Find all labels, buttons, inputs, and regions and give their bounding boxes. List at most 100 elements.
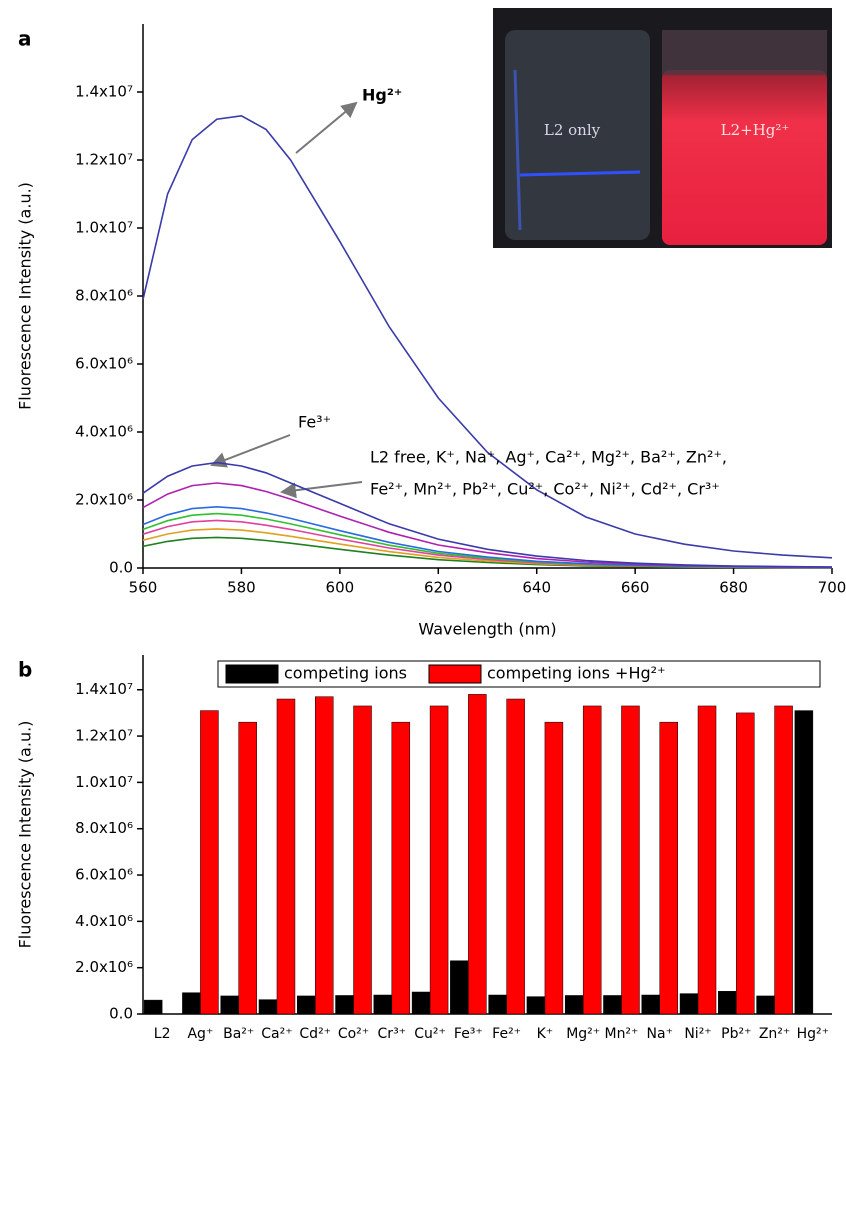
- x-tick-label: 640: [522, 579, 551, 597]
- bar: [429, 705, 449, 1015]
- x-tick-label: Ni²⁺: [684, 1026, 711, 1042]
- bar: [411, 991, 431, 1015]
- bar: [335, 995, 354, 1015]
- x-tick-label: K⁺: [537, 1026, 554, 1042]
- y-tick-label: 8.0x10⁶: [75, 819, 133, 837]
- annotation-arrow: [295, 101, 358, 154]
- x-axis-title: Wavelength (nm): [418, 620, 556, 639]
- x-tick-label: 560: [129, 579, 158, 597]
- y-tick-label: 1.4x10⁷: [75, 83, 133, 101]
- bar: [641, 994, 661, 1015]
- x-tick-label: Mg²⁺: [566, 1026, 600, 1042]
- y-tick-label: 1.2x10⁷: [75, 727, 133, 745]
- bar: [143, 999, 163, 1015]
- bar: [526, 996, 546, 1015]
- bar: [679, 993, 699, 1015]
- bar: [659, 721, 678, 1015]
- annotation: L2 free, K⁺, Na⁺, Ag⁺, Ca²⁺, Mg²⁺, Ba²⁺,…: [370, 448, 727, 467]
- x-tick-label: Cu²⁺: [414, 1026, 446, 1042]
- annotation: Hg²⁺: [362, 86, 402, 105]
- y-tick-label: 1.0x10⁷: [75, 219, 133, 237]
- bar: [564, 995, 584, 1015]
- y-tick-label: 4.0x10⁶: [75, 423, 133, 441]
- bar: [468, 694, 487, 1015]
- legend-swatch: [225, 664, 279, 684]
- bar: [756, 995, 775, 1015]
- bar: [697, 705, 717, 1015]
- y-tick-label: 6.0x10⁶: [75, 866, 133, 884]
- line-series: [142, 114, 833, 559]
- y-tick-label: 2.0x10⁶: [75, 491, 133, 509]
- panel-label: b: [18, 658, 32, 682]
- x-tick-label: L2: [154, 1026, 171, 1042]
- inset-label: L2+Hg²⁺: [721, 121, 790, 139]
- x-tick-label: 600: [326, 579, 355, 597]
- bar: [621, 705, 640, 1015]
- x-tick-label: Hg²⁺: [797, 1026, 829, 1042]
- legend-label: competing ions: [284, 664, 407, 683]
- bar: [276, 698, 296, 1015]
- bar: [718, 991, 737, 1015]
- y-tick-label: 1.2x10⁷: [75, 151, 133, 169]
- y-tick-label: 4.0x10⁶: [75, 912, 133, 930]
- line-series: [142, 461, 833, 568]
- bar: [353, 705, 372, 1015]
- x-tick-label: Zn²⁺: [759, 1026, 790, 1042]
- annotation-arrow: [210, 434, 291, 468]
- inset-photo: [493, 8, 832, 248]
- legend-label: competing ions +Hg²⁺: [487, 664, 666, 683]
- panel-label: a: [18, 27, 32, 51]
- line-series: [142, 528, 833, 569]
- bar: [315, 696, 334, 1015]
- bar: [238, 721, 257, 1015]
- x-tick-label: Fe²⁺: [492, 1026, 521, 1042]
- y-tick-label: 2.0x10⁶: [75, 958, 133, 976]
- x-tick-label: Fe³⁺: [454, 1026, 483, 1042]
- y-axis-title: Fluorescence Intensity (a.u.): [16, 721, 35, 949]
- annotation-arrow: [280, 481, 363, 499]
- y-axis-title: Fluorescence Intensity (a.u.): [16, 182, 35, 410]
- y-tick-label: 0.0: [109, 559, 133, 577]
- inset-label: L2 only: [544, 121, 601, 139]
- x-tick-label: 620: [424, 579, 453, 597]
- bar: [297, 995, 316, 1015]
- y-tick-label: 6.0x10⁶: [75, 355, 133, 373]
- x-tick-label: Na⁺: [647, 1026, 673, 1042]
- legend-box: [217, 660, 821, 688]
- y-tick-label: 8.0x10⁶: [75, 287, 133, 305]
- x-tick-label: Ba²⁺: [223, 1026, 254, 1042]
- bar: [391, 721, 411, 1015]
- x-tick-label: Cd²⁺: [299, 1026, 331, 1042]
- x-tick-label: Co²⁺: [338, 1026, 369, 1042]
- legend-swatch: [428, 664, 482, 684]
- x-tick-label: Cr³⁺: [378, 1026, 407, 1042]
- bar: [582, 705, 602, 1015]
- x-tick-label: Mn²⁺: [604, 1026, 638, 1042]
- y-tick-label: 0.0: [109, 1005, 133, 1023]
- bar: [258, 999, 278, 1015]
- bar: [182, 992, 201, 1015]
- x-tick-label: Ag⁺: [187, 1026, 213, 1042]
- y-tick-label: 1.4x10⁷: [75, 680, 133, 698]
- bar: [774, 705, 793, 1015]
- bar: [736, 712, 755, 1015]
- bar: [794, 710, 814, 1015]
- x-tick-label: 680: [719, 579, 748, 597]
- x-tick-label: Ca²⁺: [261, 1026, 292, 1042]
- x-tick-label: 660: [621, 579, 650, 597]
- bar: [544, 721, 564, 1015]
- bar: [220, 995, 239, 1015]
- x-tick-label: 700: [818, 579, 846, 597]
- bar: [200, 710, 219, 1015]
- bar: [603, 995, 622, 1015]
- x-tick-label: 580: [227, 579, 256, 597]
- y-tick-label: 1.0x10⁷: [75, 773, 133, 791]
- bar: [506, 698, 525, 1015]
- x-tick-label: Pb²⁺: [721, 1026, 751, 1042]
- annotation: Fe²⁺, Mn²⁺, Pb²⁺, Cu²⁺, Co²⁺, Ni²⁺, Cd²⁺…: [370, 480, 720, 499]
- annotation: Fe³⁺: [298, 413, 331, 432]
- bar: [373, 994, 393, 1015]
- bar: [488, 994, 507, 1015]
- bar: [450, 960, 469, 1015]
